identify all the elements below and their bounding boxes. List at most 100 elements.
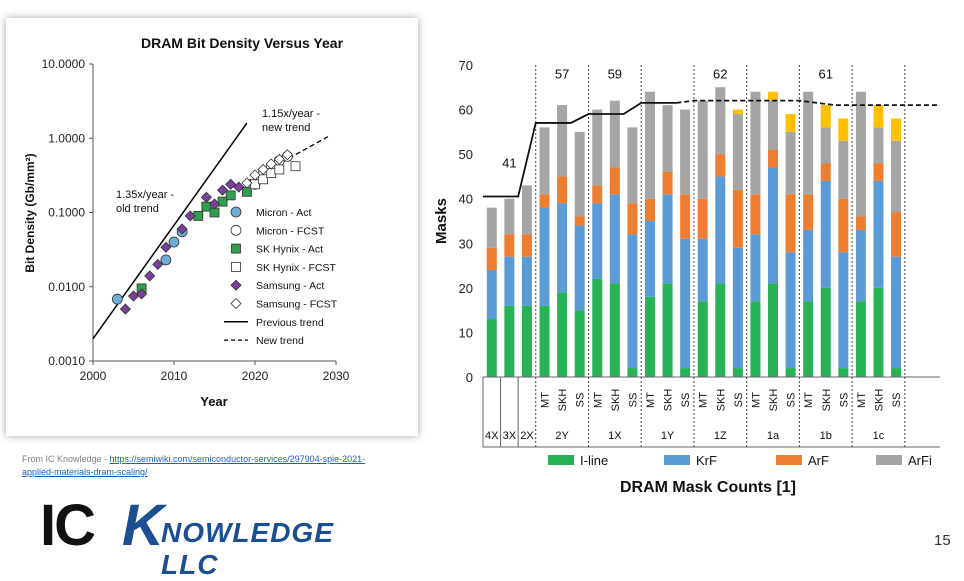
legend-swatch xyxy=(548,455,574,465)
y-tick-label: 10.0000 xyxy=(42,57,86,71)
bar-segment xyxy=(891,140,902,213)
annotation-new-trend: 1.15x/year - xyxy=(262,108,320,120)
mask-trend-line xyxy=(483,101,677,198)
bar-segment xyxy=(557,292,568,377)
bar-segment xyxy=(627,203,638,235)
annotation-new-trend-2: new trend xyxy=(262,122,310,134)
bar-segment xyxy=(873,105,884,128)
bar-segment xyxy=(592,109,603,186)
mask-count-chart: 0 10 20 30 40 50 60 70 Masks 4X 3X 41 2X MT SKH SS 2Y 57 M… xyxy=(433,58,940,496)
bar-segment xyxy=(803,194,814,230)
bar-segment xyxy=(644,296,655,377)
bar-segment xyxy=(662,171,673,195)
bar-label: MT xyxy=(592,392,604,408)
y-axis-title: Masks xyxy=(433,198,450,244)
y-tick-label: 1.0000 xyxy=(48,131,85,145)
bar-segment xyxy=(627,368,638,377)
bar-segment xyxy=(592,203,603,279)
bar-segment xyxy=(820,287,831,377)
group-label: 1b xyxy=(820,430,832,442)
bar-label: MT xyxy=(856,392,868,408)
bar-label: SS xyxy=(786,393,798,408)
bar-segment xyxy=(768,167,779,284)
bar-segment xyxy=(732,189,743,248)
legend-marker xyxy=(230,206,242,218)
bar-segment xyxy=(627,234,638,369)
data-point xyxy=(168,236,180,248)
bar-segment xyxy=(680,238,691,369)
y-tick-label: 50 xyxy=(459,147,473,162)
y-tick-label: 0.1000 xyxy=(48,206,85,220)
bar-segment xyxy=(803,91,814,195)
bar-segment xyxy=(504,234,515,257)
data-point xyxy=(160,241,172,253)
y-tick-label: 60 xyxy=(459,103,473,118)
y-tick-label: 70 xyxy=(459,58,473,73)
legend-marker xyxy=(230,224,242,236)
bar-segment xyxy=(785,114,796,132)
bar-label: SKH xyxy=(768,389,780,412)
bar-segment xyxy=(750,91,761,195)
bar-label: SKH xyxy=(663,389,675,412)
x-tick-label: 2020 xyxy=(242,369,269,383)
y-tick-label: 40 xyxy=(459,192,473,207)
bar-segment xyxy=(768,100,779,150)
legend-label: Samsung - FCST xyxy=(256,299,338,311)
data-point xyxy=(290,161,301,172)
group-label: 1X xyxy=(608,430,622,442)
group-total-label: 57 xyxy=(555,66,569,81)
bar-segment xyxy=(855,301,866,377)
bar-segment xyxy=(873,163,884,181)
bar-segment xyxy=(609,167,620,195)
data-point xyxy=(136,288,148,300)
source-link[interactable]: https://semiwiki.com/semiconductor-servi… xyxy=(22,454,366,477)
bar-segment xyxy=(803,229,814,302)
data-point xyxy=(225,190,236,201)
bar-segment xyxy=(486,319,497,377)
bar-segment xyxy=(680,194,691,239)
x-tick-label: 2010 xyxy=(161,369,188,383)
bar-segment xyxy=(539,305,550,377)
bar-segment xyxy=(732,109,743,115)
bar-segment xyxy=(855,229,866,302)
bar-segment xyxy=(732,247,743,369)
bar-segment xyxy=(891,256,902,369)
bar-segment xyxy=(521,256,532,306)
bar-segment xyxy=(644,198,655,221)
bar-label: SKH xyxy=(610,389,622,412)
data-point xyxy=(160,254,172,266)
bar-segment xyxy=(855,216,866,230)
bar-label: MT xyxy=(750,392,762,408)
bar-segment xyxy=(557,176,568,204)
bar-segment xyxy=(557,105,568,177)
bar-segment xyxy=(486,207,497,248)
bar-segment xyxy=(768,283,779,377)
group-total-label: 41 xyxy=(502,156,516,171)
legend-swatch xyxy=(664,455,690,465)
group-total-label: 62 xyxy=(713,66,727,81)
bar-segment xyxy=(627,127,638,204)
bar-segment xyxy=(539,127,550,195)
group-label: 1c xyxy=(873,430,885,442)
bar-segment xyxy=(557,203,568,293)
x-axis-title: Year xyxy=(200,394,227,409)
bar-segment xyxy=(609,194,620,284)
bar-segment xyxy=(838,368,849,377)
data-point xyxy=(249,169,261,181)
bar-segment xyxy=(574,216,585,226)
bar-segment xyxy=(873,287,884,377)
density-chart-panel: DRAM Bit Density Versus Year 2000 2010 2020… xyxy=(6,18,418,436)
bar-segment xyxy=(697,100,708,199)
y-tick-label: 20 xyxy=(459,281,473,296)
page-number: 15 xyxy=(934,532,951,549)
bar-segment xyxy=(680,368,691,377)
bar-segment xyxy=(592,278,603,377)
bar-segment xyxy=(715,283,726,377)
data-point xyxy=(241,186,252,197)
legend-label: KrF xyxy=(696,453,717,468)
logo-rest: NOWLEDGE LLC xyxy=(161,517,334,580)
legend-label: New trend xyxy=(256,335,304,347)
bar-label: MT xyxy=(698,392,710,408)
bar-segment xyxy=(785,368,796,377)
data-point xyxy=(250,179,260,190)
